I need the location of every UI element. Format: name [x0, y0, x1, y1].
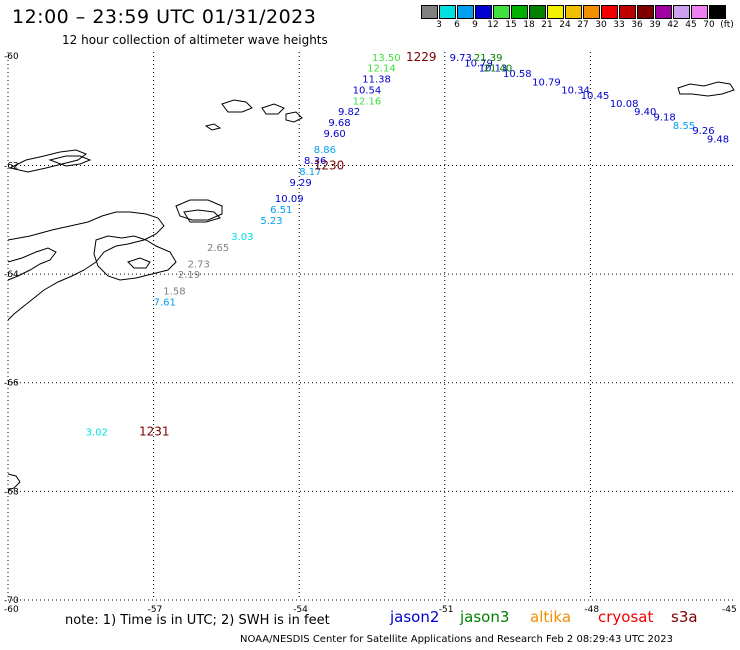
wave-height-value: 10.45 — [581, 91, 610, 102]
wave-height-value: 6.51 — [270, 205, 292, 216]
lat-tick-label: -60 — [4, 52, 19, 62]
wave-height-value: 5.23 — [260, 216, 282, 227]
wave-height-value: 13.50 — [372, 53, 401, 64]
pass-time-labels: 1229 1230 1231 — [139, 50, 436, 439]
coastline-south-shetland-2 — [50, 156, 90, 166]
coastline-elephant-4 — [206, 124, 220, 130]
coastline-island-c — [128, 258, 150, 268]
satellite-label-s3a: s3a — [671, 608, 698, 626]
wave-height-value: 2.19 — [178, 270, 200, 281]
coastline-south-orkney — [678, 82, 734, 96]
wave-height-value: 2.73 — [188, 259, 210, 270]
footer-credit: NOAA/NESDIS Center for Satellite Applica… — [240, 634, 673, 645]
wave-height-value: 9.48 — [707, 134, 729, 145]
wave-height-value: 11.38 — [362, 75, 391, 86]
lat-lon-grid — [8, 52, 736, 600]
wave-height-value: 1.58 — [163, 286, 185, 297]
coastlines — [8, 82, 734, 490]
wave-height-values: 13.5012.1411.3810.5412.169.829.689.60 8.8… — [86, 53, 740, 439]
wave-height-value: 8.86 — [314, 145, 336, 156]
wave-height-value: 9.82 — [338, 107, 360, 118]
wave-height-value: 21.39 — [474, 53, 503, 64]
satellite-label-cryosat: cryosat — [598, 608, 653, 626]
lat-tick-label: -68 — [4, 487, 19, 497]
wave-height-value: 9.29 — [289, 178, 311, 189]
lon-tick-label: -60 — [4, 605, 19, 615]
pass-time-label: 1231 — [139, 425, 170, 439]
coastline-elephant-2 — [262, 104, 284, 114]
wave-height-value: 10.79 — [532, 77, 561, 88]
satellite-label-jason2: jason2 — [390, 608, 439, 626]
wave-height-value: 9.68 — [328, 118, 350, 129]
wave-height-value: 9.60 — [323, 129, 345, 140]
lon-tick-label: -51 — [439, 605, 454, 615]
coastline-peninsula — [8, 212, 164, 320]
wave-height-value: 2.65 — [207, 243, 229, 254]
lat-tick-label: -66 — [4, 379, 19, 389]
pass-time-label: 1229 — [406, 50, 437, 64]
coastline-elephant-1 — [222, 100, 252, 112]
coastline-south-shetland-1 — [10, 150, 86, 172]
lat-tick-label: -64 — [4, 270, 19, 280]
lat-tick-label: -62 — [4, 161, 19, 171]
pass-time-label: 1230 — [314, 158, 345, 172]
wave-height-value: 12.16 — [353, 96, 382, 107]
lon-tick-label: -45 — [722, 605, 737, 615]
footer-note: note: 1) Time is in UTC; 2) SWH is in fe… — [65, 613, 330, 628]
wave-height-value: 12.14 — [367, 64, 396, 75]
wave-height-value: 21.40 — [484, 64, 513, 75]
satellite-label-altika: altika — [530, 608, 571, 626]
satellite-label-jason3: jason3 — [460, 608, 509, 626]
wave-height-value: 7.61 — [154, 297, 176, 308]
wave-height-value: 3.02 — [86, 428, 108, 439]
wave-height-value: 10.09 — [275, 194, 304, 205]
wave-height-value: 10.54 — [353, 85, 382, 96]
axis-tick-labels: -60-62-64-66-68-70-60 -57 -54 -51 -48 -45 — [4, 52, 737, 615]
wave-height-value: 3.03 — [231, 232, 253, 243]
